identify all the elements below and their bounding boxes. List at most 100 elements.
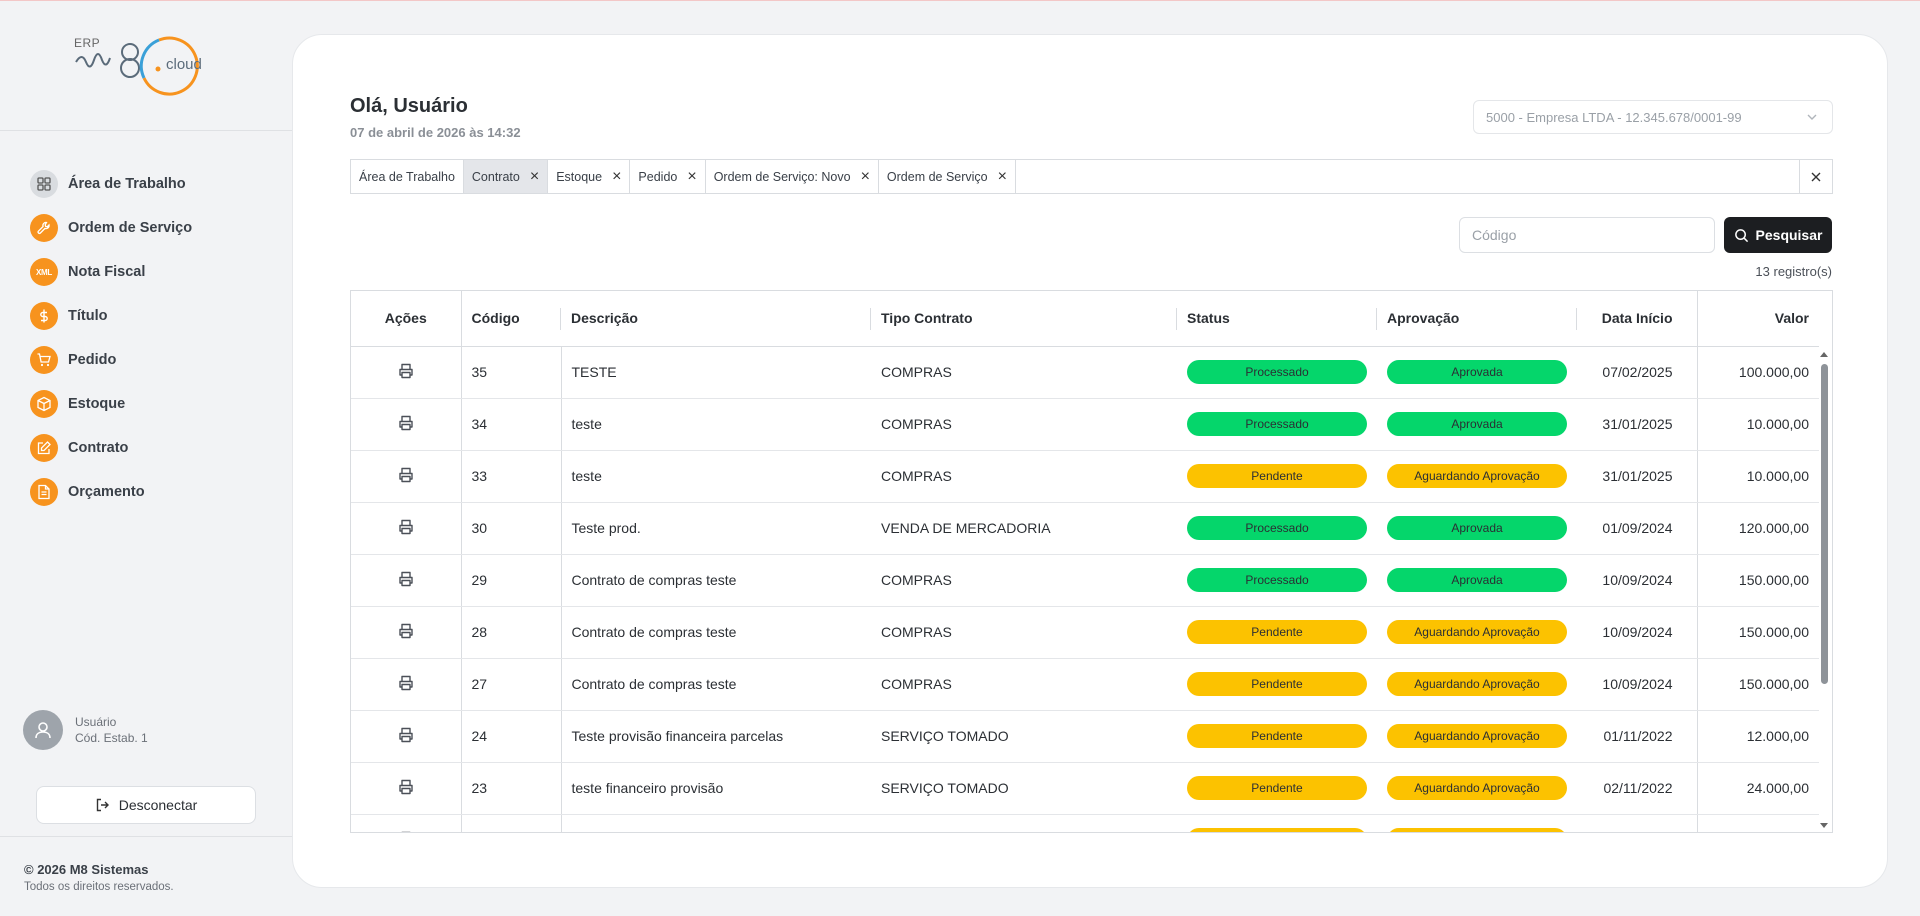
print-icon[interactable]	[397, 414, 415, 435]
print-icon[interactable]	[397, 726, 415, 747]
tab-ordem-de-servico[interactable]: Ordem de Serviço ×	[879, 160, 1016, 193]
aprovacao-cell: Aprovada	[1377, 502, 1577, 555]
data-inicio-cell: 31/01/2025	[1577, 450, 1697, 503]
status-cell: Pendente	[1177, 762, 1377, 815]
tab-contrato[interactable]: Contrato ×	[463, 160, 549, 193]
logo-mark-icon	[75, 36, 199, 96]
table-row[interactable]: Pendente Aguardando Aprovação	[351, 814, 1819, 832]
column-header-data-inicio[interactable]: Data Início	[1577, 291, 1697, 347]
actions-cell	[351, 346, 462, 399]
tab-pedido[interactable]: Pedido ×	[630, 160, 706, 193]
descricao-cell: Contrato de compras teste	[561, 658, 871, 711]
table-row[interactable]: 33 teste COMPRAS Pendente Aguardando Aprovaç…	[351, 450, 1819, 503]
table-row[interactable]: 27 Contrato de compras teste COMPRAS Penden…	[351, 658, 1819, 711]
sidebar: ERP cloud Área de Trabalho Ordem de Serv…	[0, 0, 292, 916]
scroll-thumb[interactable]	[1821, 364, 1828, 684]
close-icon[interactable]: ×	[612, 167, 622, 185]
approval-badge: Aguardando Aprovação	[1387, 620, 1567, 644]
document-icon	[30, 478, 58, 506]
column-header-codigo[interactable]: Código	[461, 291, 561, 347]
sidebar-item-orcamento[interactable]: Orçamento	[30, 470, 280, 514]
tab-label: Ordem de Serviço: Novo	[713, 169, 851, 184]
column-header-tipo-contrato[interactable]: Tipo Contrato	[871, 291, 1177, 347]
table-row[interactable]: 24 Teste provisão financeira parcelas SERV…	[351, 710, 1819, 763]
sidebar-item-nota-fiscal[interactable]: XML Nota Fiscal	[30, 250, 280, 294]
table-row[interactable]: 23 teste financeiro provisão SERVIÇO TOMAD…	[351, 762, 1819, 815]
column-header-aprovacao[interactable]: Aprovação	[1377, 291, 1577, 347]
sidebar-item-area-de-trabalho[interactable]: Área de Trabalho	[30, 162, 280, 206]
footer-copyright: © 2026 M8 Sistemas	[24, 862, 149, 877]
tab-area-de-trabalho[interactable]: Área de Trabalho	[351, 160, 464, 193]
scroll-down-icon[interactable]	[1820, 823, 1828, 828]
print-icon[interactable]	[397, 362, 415, 383]
table-scrollbar[interactable]	[1818, 346, 1832, 832]
search-button[interactable]: Pesquisar	[1724, 217, 1832, 253]
valor-cell: 100.000,00	[1696, 346, 1819, 399]
table-row[interactable]: 34 teste COMPRAS Processado Aprovada 31/01/20…	[351, 398, 1819, 451]
table-row[interactable]: 29 Contrato de compras teste COMPRAS Proces…	[351, 554, 1819, 607]
sidebar-item-titulo[interactable]: Título	[30, 294, 280, 338]
scroll-up-icon[interactable]	[1820, 352, 1828, 357]
close-icon[interactable]: ×	[529, 167, 540, 185]
codigo-cell: 28	[461, 606, 562, 659]
close-icon[interactable]: ×	[997, 167, 1007, 185]
search-input[interactable]	[1459, 217, 1715, 253]
tab-bar: Área de Trabalho Contrato × Estoque × Pe…	[350, 159, 1833, 194]
cart-icon	[30, 346, 58, 374]
descricao-cell: Contrato de compras teste	[561, 606, 871, 659]
aprovacao-cell: Aprovada	[1377, 346, 1577, 399]
table-row[interactable]: 35 TESTE COMPRAS Processado Aprovada 07/02/20…	[351, 346, 1819, 399]
column-header-descricao[interactable]: Descrição	[561, 291, 871, 347]
print-icon[interactable]	[397, 466, 415, 487]
tab-estoque[interactable]: Estoque ×	[548, 160, 631, 193]
status-cell: Pendente	[1177, 814, 1377, 832]
descricao-cell	[561, 814, 871, 832]
descricao-cell: teste	[561, 398, 871, 451]
print-icon[interactable]	[397, 830, 415, 832]
aprovacao-cell: Aguardando Aprovação	[1377, 606, 1577, 659]
close-icon[interactable]: ×	[687, 167, 697, 185]
codigo-cell: 27	[461, 658, 562, 711]
tab-label: Área de Trabalho	[359, 169, 455, 184]
column-header-valor[interactable]: Valor	[1696, 291, 1819, 347]
status-cell: Processado	[1177, 554, 1377, 607]
print-icon[interactable]	[397, 778, 415, 799]
actions-cell	[351, 658, 462, 711]
print-icon[interactable]	[397, 674, 415, 695]
status-cell: Pendente	[1177, 450, 1377, 503]
table-row[interactable]: 30 Teste prod. VENDA DE MERCADORIA Processa…	[351, 502, 1819, 555]
status-badge: Pendente	[1187, 620, 1367, 644]
company-select[interactable]: 5000 - Empresa LTDA - 12.345.678/0001-99	[1473, 100, 1833, 134]
sidebar-item-estoque[interactable]: Estoque	[30, 382, 280, 426]
sidebar-item-ordem-de-servico[interactable]: Ordem de Serviço	[30, 206, 280, 250]
codigo-cell	[461, 814, 562, 832]
edit-icon	[30, 434, 58, 462]
logout-button[interactable]: Desconectar	[36, 786, 256, 824]
data-inicio-cell	[1577, 814, 1697, 832]
tipo-contrato-cell: COMPRAS	[871, 658, 1177, 711]
sidebar-item-pedido[interactable]: Pedido	[30, 338, 280, 382]
actions-cell	[351, 710, 462, 763]
print-icon[interactable]	[397, 570, 415, 591]
approval-badge: Aguardando Aprovação	[1387, 464, 1567, 488]
sidebar-item-label: Área de Trabalho	[68, 176, 186, 192]
sidebar-item-contrato[interactable]: Contrato	[30, 426, 280, 470]
search-icon	[1734, 228, 1748, 242]
status-badge: Pendente	[1187, 776, 1367, 800]
actions-cell	[351, 502, 462, 555]
close-icon[interactable]: ×	[860, 167, 870, 185]
valor-cell	[1696, 814, 1819, 832]
approval-badge: Aguardando Aprovação	[1387, 828, 1567, 832]
print-icon[interactable]	[397, 622, 415, 643]
column-header-status[interactable]: Status	[1177, 291, 1377, 347]
user-info: Usuário Cód. Estab. 1	[23, 710, 148, 750]
descricao-cell: Contrato de compras teste	[561, 554, 871, 607]
print-icon[interactable]	[397, 518, 415, 539]
company-select-value: 5000 - Empresa LTDA - 12.345.678/0001-99	[1486, 109, 1742, 125]
data-inicio-cell: 31/01/2025	[1577, 398, 1697, 451]
box-icon	[30, 390, 58, 418]
tab-ordem-de-servico-novo[interactable]: Ordem de Serviço: Novo ×	[706, 160, 879, 193]
table-row[interactable]: 28 Contrato de compras teste COMPRAS Penden…	[351, 606, 1819, 659]
close-all-tabs-button[interactable]	[1799, 160, 1832, 193]
logo-cloud-text: cloud	[166, 56, 202, 73]
